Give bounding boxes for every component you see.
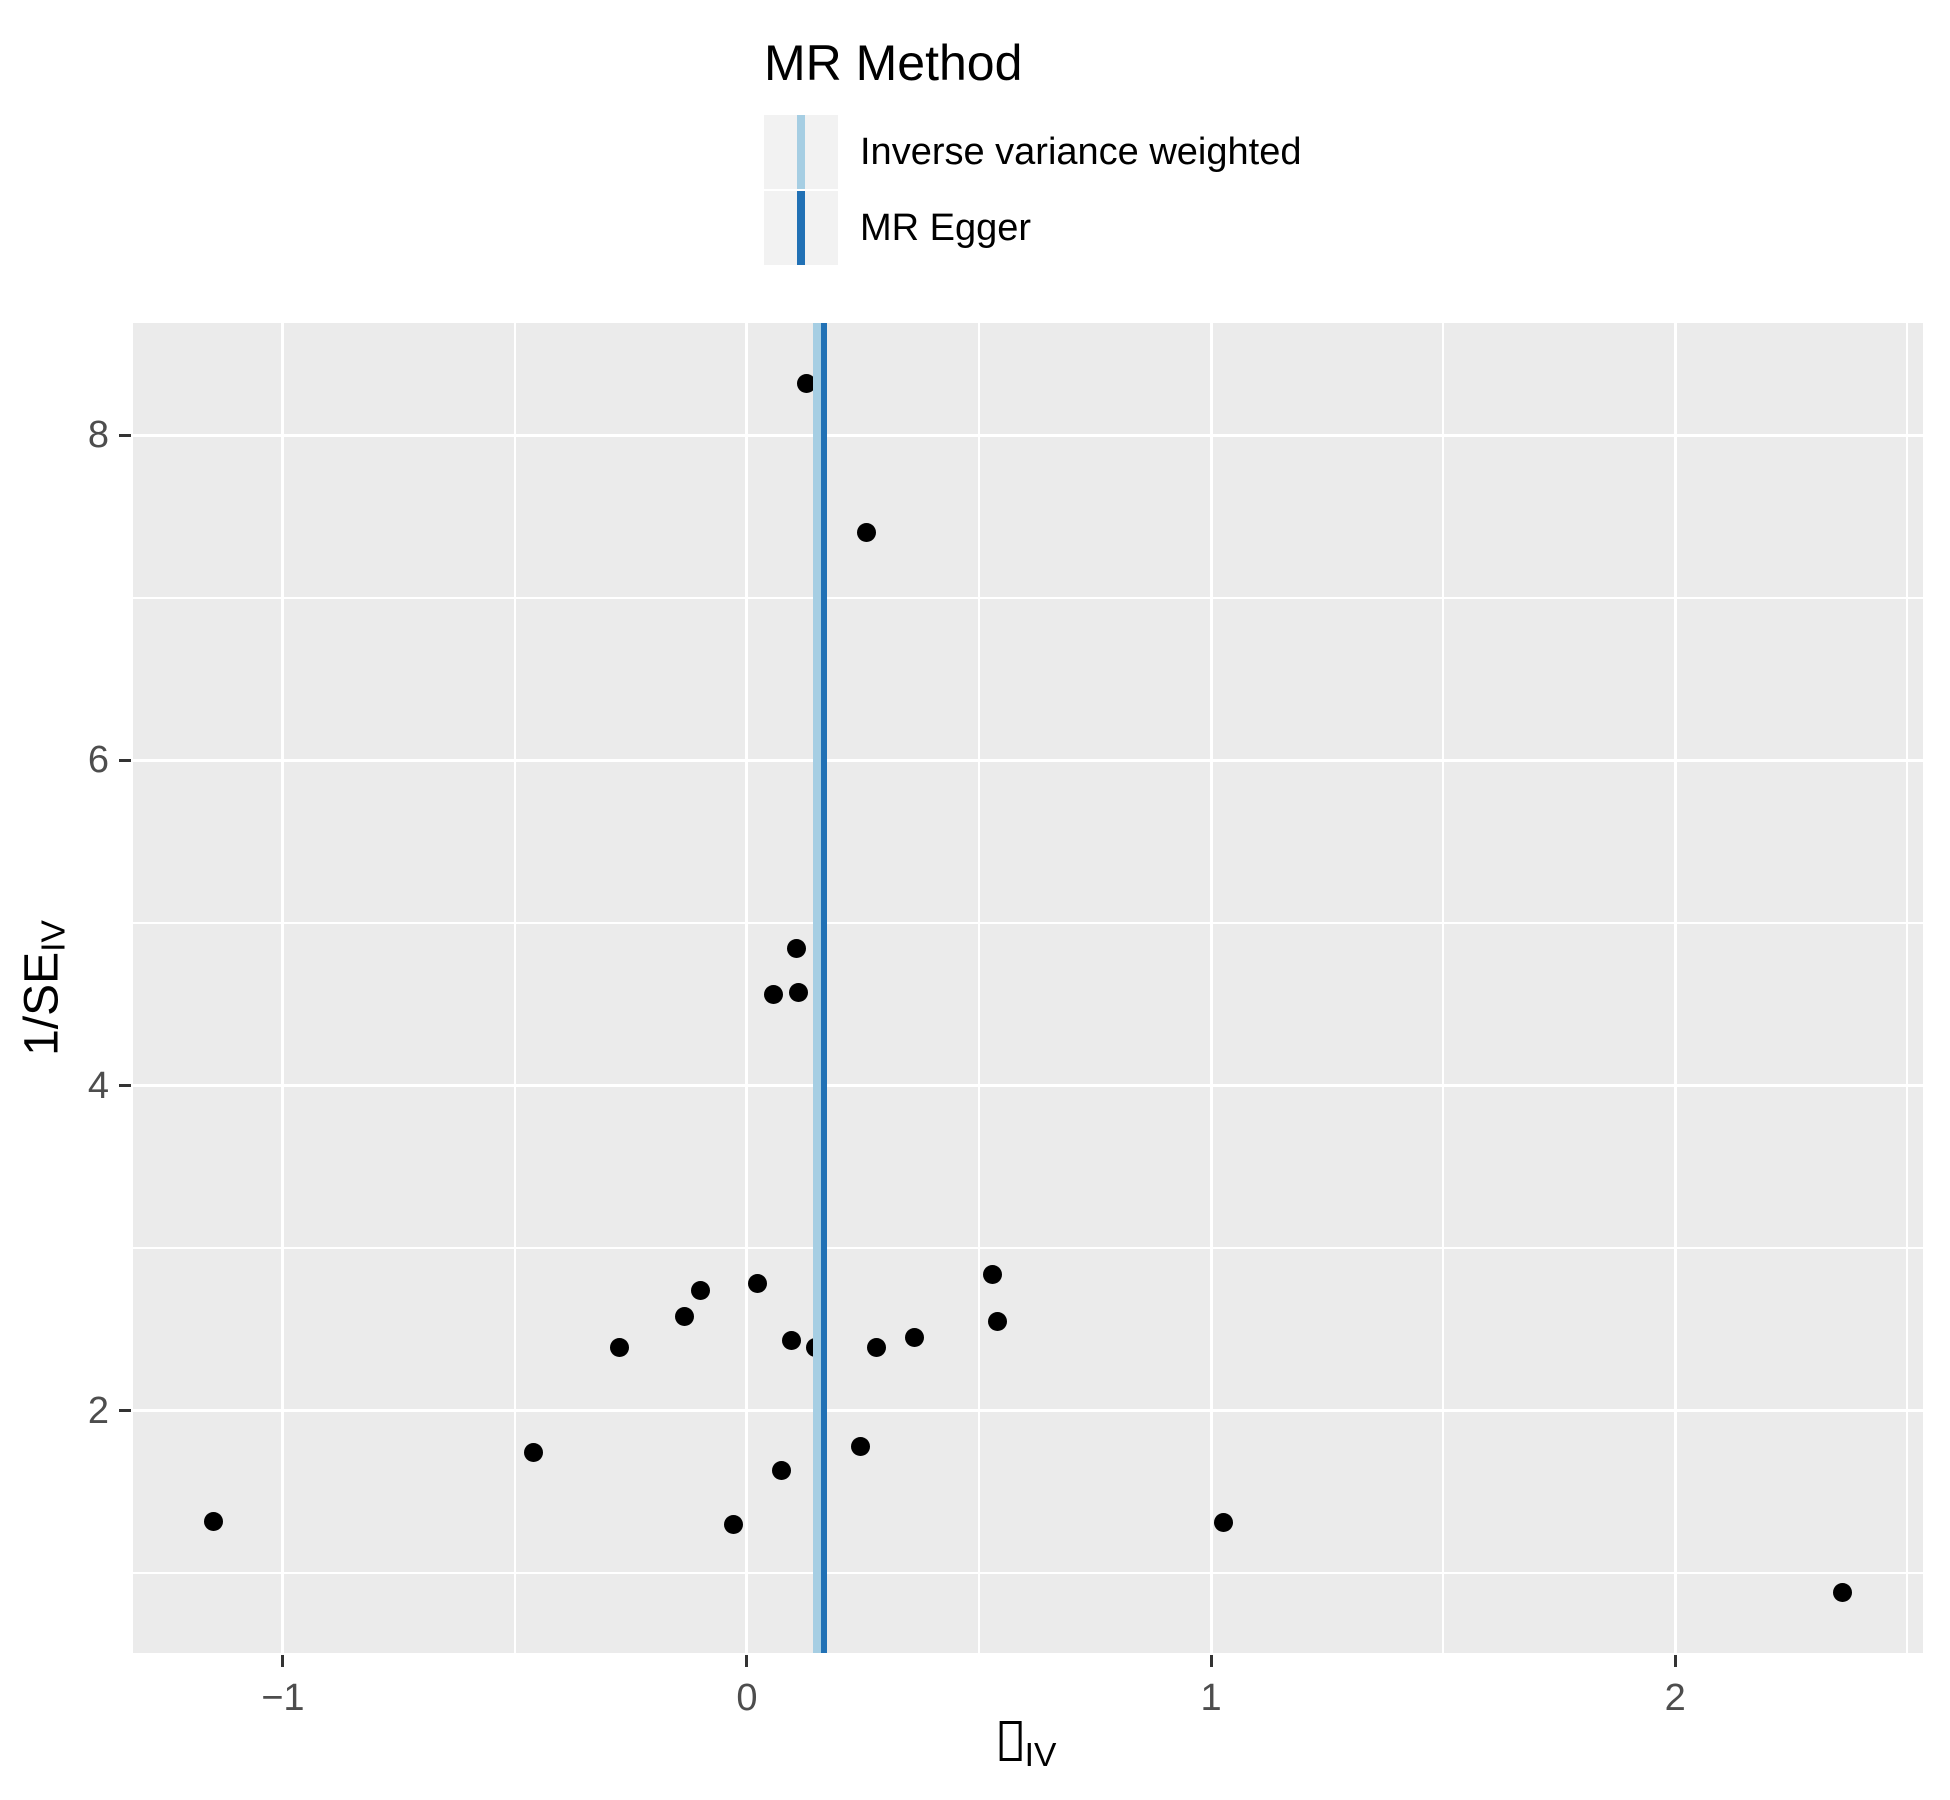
y-tick-label: 6 [87, 739, 109, 782]
major-gridline-x [1209, 323, 1213, 1653]
major-gridline-x [745, 323, 749, 1653]
data-point [690, 1280, 710, 1300]
ivw-vline [813, 323, 822, 1653]
legend-key-egger [764, 191, 838, 265]
data-point [866, 1337, 886, 1357]
x-tick-mark [1209, 1655, 1213, 1667]
y-tick-mark [119, 758, 131, 762]
y-axis-title-text: 1/SE [15, 951, 69, 1056]
minor-gridline-y [133, 921, 1923, 924]
x-tick-mark [745, 1655, 749, 1667]
legend-entry-egger: MR Egger [764, 190, 1301, 266]
minor-gridline-x [1906, 323, 1909, 1653]
data-point [857, 523, 877, 543]
minor-gridline-x [978, 323, 981, 1653]
data-point [987, 1311, 1007, 1331]
data-point [797, 373, 817, 393]
x-axis-title-subscript: IV [1024, 1737, 1057, 1775]
data-point [764, 985, 784, 1004]
y-axis-title-subscript: IV [35, 920, 73, 952]
major-gridline-y [133, 1084, 1923, 1087]
minor-gridline-x [513, 323, 516, 1653]
y-tick-label: 4 [87, 1064, 109, 1107]
minor-gridline-x [1442, 323, 1445, 1653]
major-gridline-y [133, 1409, 1923, 1413]
y-axis-title: 1/SEIV [15, 920, 73, 1056]
egger-vline [821, 323, 828, 1653]
data-point [1832, 1583, 1852, 1603]
legend-entry-ivw: Inverse variance weighted [764, 114, 1301, 190]
y-tick-mark [119, 1409, 131, 1413]
y-tick-label: 2 [87, 1389, 109, 1432]
major-gridline-x [281, 323, 285, 1653]
x-tick-label: 0 [736, 1677, 758, 1719]
major-gridline-y [133, 758, 1923, 762]
y-tick-label: 8 [87, 414, 109, 457]
x-tick-mark [281, 1655, 285, 1667]
legend-title: MR Method [764, 35, 1023, 91]
data-point [851, 1436, 871, 1456]
legend-label-egger: MR Egger [860, 206, 1032, 249]
major-gridline-x [1673, 323, 1677, 1653]
y-tick-mark [119, 1084, 131, 1087]
x-tick-mark [1673, 1655, 1677, 1667]
x-axis-title: IV [999, 1716, 1057, 1775]
major-gridline-y [133, 433, 1923, 437]
x-tick-label: 1 [1200, 1677, 1222, 1719]
data-point [610, 1337, 630, 1357]
minor-gridline-y [133, 1247, 1923, 1250]
ivw-line-swatch [797, 115, 805, 189]
data-point [983, 1264, 1003, 1284]
data-point [787, 939, 807, 959]
data-point [782, 1331, 802, 1351]
data-point [675, 1306, 695, 1326]
minor-gridline-y [133, 1572, 1923, 1575]
minor-gridline-y [133, 596, 1923, 599]
y-tick-mark [119, 433, 131, 437]
data-point [772, 1461, 792, 1481]
data-point [747, 1274, 767, 1294]
data-point [1214, 1513, 1234, 1533]
egger-line-swatch [797, 191, 805, 265]
data-point [524, 1443, 543, 1463]
legend-label-ivw: Inverse variance weighted [860, 130, 1302, 173]
legend: MR Method Inverse variance weighted MR E… [764, 34, 1301, 266]
x-tick-label: 2 [1664, 1677, 1686, 1719]
plot-panel [133, 323, 1923, 1653]
legend-key-ivw [764, 115, 838, 189]
data-point [724, 1514, 744, 1534]
data-point [905, 1327, 925, 1347]
x-tick-label: −1 [261, 1677, 305, 1719]
data-point [789, 983, 808, 1003]
data-point [204, 1511, 224, 1531]
beta-missing-glyph-box [999, 1721, 1022, 1761]
